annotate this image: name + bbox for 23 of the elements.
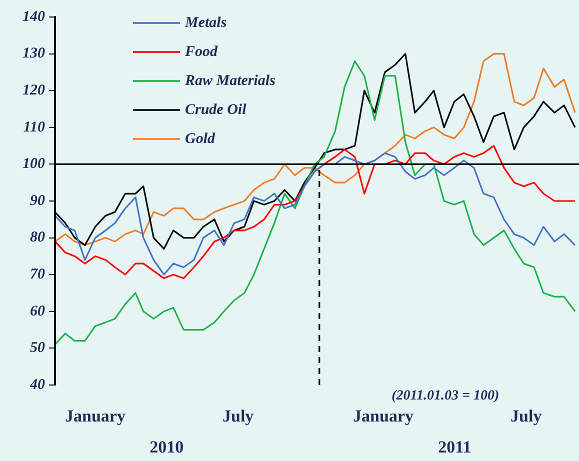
x-tick-label: July xyxy=(510,406,542,426)
text: 2010 xyxy=(150,437,184,456)
x-tick-label: January xyxy=(353,406,414,426)
y-tick-label: 70 xyxy=(30,266,46,282)
y-tick-label: 90 xyxy=(30,192,46,209)
x-tick-label: July xyxy=(222,406,254,426)
text: (2011.01.03 = 100) xyxy=(392,388,500,404)
legend-label: Crude Oil xyxy=(185,102,248,118)
legend-label: Raw Materials xyxy=(184,72,276,89)
legend-label: Metals xyxy=(184,14,227,31)
y-tick-label: 140 xyxy=(22,8,46,25)
y-tick-label: 80 xyxy=(30,230,46,246)
y-tick-label: 60 xyxy=(30,303,46,320)
y-tick-label: 130 xyxy=(22,46,46,62)
text: 2011 xyxy=(438,437,472,456)
y-tick-label: 120 xyxy=(22,82,46,98)
legend-label: Food xyxy=(184,44,218,60)
y-tick-label: 40 xyxy=(29,376,46,393)
y-tick-label: 110 xyxy=(23,119,46,136)
y-tick-label: 100 xyxy=(22,156,46,172)
x-tick-label: January xyxy=(65,406,126,426)
y-tick-label: 50 xyxy=(30,340,46,356)
legend-label: Gold xyxy=(185,130,216,147)
